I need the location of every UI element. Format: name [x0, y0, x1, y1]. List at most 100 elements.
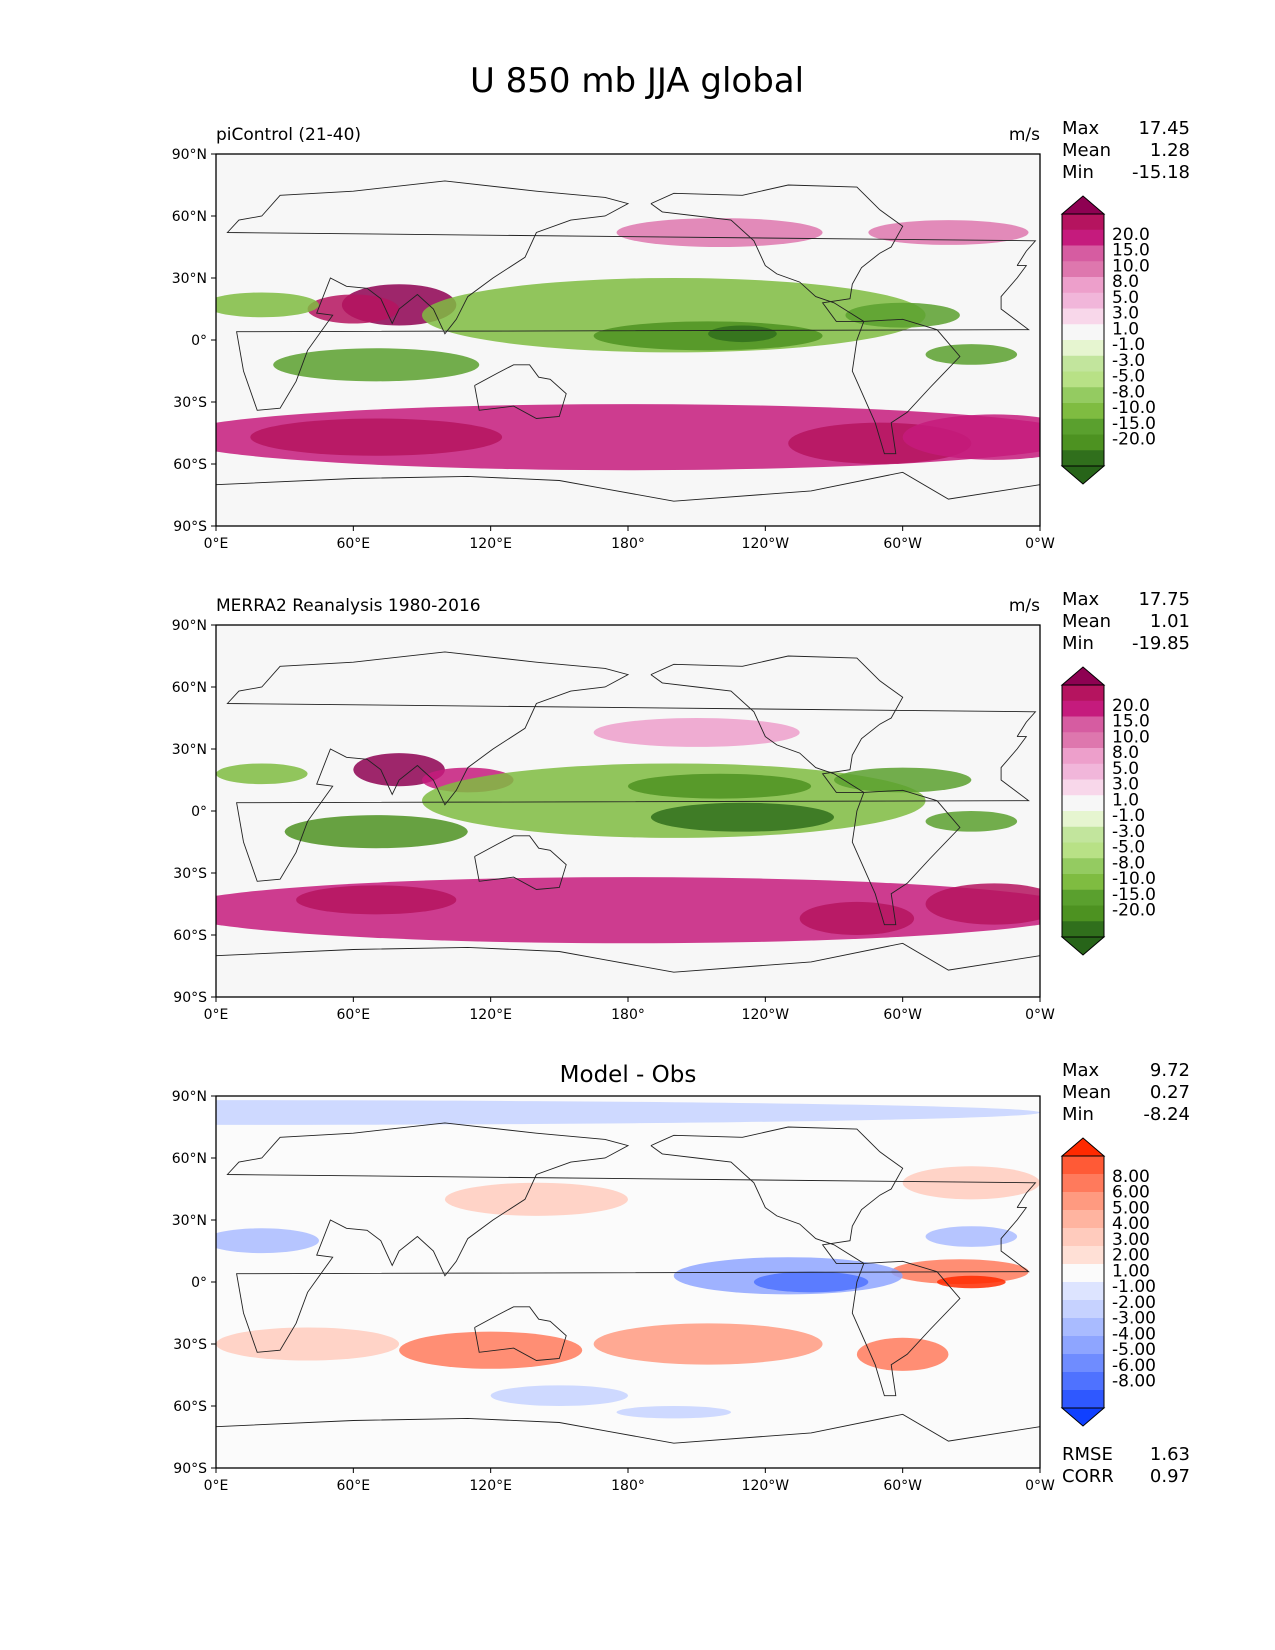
colorbar-band: [1062, 779, 1104, 796]
y-tick-label: 90°S: [173, 1461, 207, 1477]
y-tick-label: 60°S: [173, 457, 207, 473]
field-contour: [490, 1385, 628, 1406]
field-contour: [925, 1226, 1018, 1247]
panel-merra2: MERRA2 Reanalysis 1980-2016 m/s 0°E 60°E 1…: [172, 589, 1190, 1023]
colorbar: 20.015.010.08.05.03.01.0-1.0-3.0-5.0-8.0…: [1060, 666, 1156, 956]
colorbar-extend-max: [1060, 195, 1106, 215]
colorbar-band: [1062, 1264, 1104, 1283]
x-tick-label: 0°E: [204, 1007, 229, 1023]
colorbar-band: [1062, 763, 1104, 780]
y-tick-label: 30°N: [172, 742, 207, 758]
field-contour: [216, 763, 308, 785]
x-tick-label: 0°W: [1025, 1007, 1055, 1023]
colorbar-frame: [1061, 684, 1105, 938]
field-contour: [216, 1327, 400, 1361]
stat-value: 17.75: [1138, 589, 1190, 610]
colorbar-label: 1.0: [1112, 319, 1139, 339]
colorbar-band: [1062, 811, 1104, 828]
colorbar-band: [1062, 732, 1104, 749]
y-tick-label: 60°S: [173, 928, 207, 944]
colorbar-band: [1062, 371, 1104, 388]
colorbar-band: [1062, 245, 1104, 262]
colorbar-band: [1062, 1210, 1104, 1229]
panel-units: m/s: [1009, 596, 1040, 616]
field-contour: [856, 1337, 949, 1371]
coastline: [650, 184, 961, 455]
colorbar-frame: [1061, 213, 1105, 467]
coastline: [650, 1126, 961, 1397]
y-tick-label: 30°S: [173, 866, 207, 882]
colorbar-label: 3.0: [1112, 304, 1139, 324]
colorbar-band: [1062, 1174, 1104, 1193]
colorbar-label: 1.0: [1112, 790, 1139, 810]
colorbar-band: [1062, 1156, 1104, 1175]
field-contour: [925, 811, 1018, 832]
summary-value: 1.63: [1150, 1444, 1190, 1465]
colorbar-band: [1062, 795, 1104, 812]
colorbar-band: [1062, 434, 1104, 451]
colorbar-label: -15.0: [1112, 885, 1156, 905]
y-tick-label: 0°: [191, 333, 207, 349]
colorbar-band: [1062, 716, 1104, 733]
colorbar-extend-max: [1060, 1137, 1106, 1157]
colorbar-band: [1062, 874, 1104, 891]
colorbar-label: 6.00: [1112, 1183, 1150, 1203]
colorbar-band: [1062, 403, 1104, 420]
field-contour: [353, 753, 445, 787]
field-contour: [444, 1182, 628, 1216]
colorbar-label: -10.0: [1112, 869, 1156, 889]
colorbar-band: [1062, 277, 1104, 294]
colorbar-label: 3.0: [1112, 775, 1139, 795]
map-area: 0°E 60°E 120°E 180° 120°W 60°W 0°W 90°N 60°N 30°N…: [172, 1089, 1055, 1494]
colorbar-band: [1062, 292, 1104, 309]
colorbar-band: [1062, 355, 1104, 372]
y-tick-label: 60°N: [172, 1151, 207, 1167]
colorbar-label: 1.00: [1112, 1261, 1150, 1281]
panel-units: m/s: [1009, 125, 1040, 145]
field-contour: [593, 718, 800, 747]
field-contour: [902, 1166, 1040, 1200]
stat-value: 1.01: [1150, 611, 1190, 632]
y-tick-label: 30°S: [173, 395, 207, 411]
stat-label: Max: [1062, 1060, 1100, 1081]
field-contour: [925, 344, 1018, 365]
coastline: [216, 942, 1040, 973]
y-tick-label: 60°S: [173, 1399, 207, 1415]
x-tick-label: 180°: [611, 1478, 645, 1494]
coastline: [216, 471, 1040, 502]
field-layer: [216, 1096, 1040, 1468]
field-layer: [216, 625, 1040, 997]
panel-center-title: Model - Obs: [560, 1062, 697, 1088]
stat-value: 0.27: [1150, 1082, 1190, 1103]
field-contour: [216, 292, 319, 318]
stat-value: 1.28: [1150, 140, 1190, 161]
y-tick-label: 90°S: [173, 519, 207, 535]
colorbar-label: -1.0: [1112, 806, 1145, 826]
colorbar-band: [1062, 1318, 1104, 1337]
x-tick-label: 120°W: [742, 536, 790, 552]
colorbar-label: -10.0: [1112, 398, 1156, 418]
coastline: [474, 364, 567, 419]
stats-box: Max 9.72 Mean 0.27 Min -8.24: [1062, 1060, 1190, 1125]
colorbar-band: [1062, 858, 1104, 875]
colorbar-label: 2.00: [1112, 1246, 1150, 1266]
colorbar-band: [1062, 842, 1104, 859]
x-tick-label: 120°E: [469, 536, 512, 552]
stat-value: -15.18: [1132, 162, 1190, 183]
x-tick-label: 0°E: [204, 536, 229, 552]
x-tick-label: 180°: [611, 1007, 645, 1023]
stat-label: Mean: [1062, 1082, 1111, 1103]
colorbar-band: [1062, 748, 1104, 765]
y-tick-label: 60°N: [172, 209, 207, 225]
field-contour: [273, 348, 480, 382]
field-contour: [708, 325, 777, 343]
field-contour: [284, 815, 468, 849]
field-layer: [216, 154, 1040, 526]
x-tick-label: 60°E: [336, 1007, 370, 1023]
colorbar-label: -8.00: [1112, 1372, 1156, 1392]
colorbar-band: [1062, 308, 1104, 325]
colorbar-extend-max: [1060, 666, 1106, 686]
x-tick-label: 120°W: [742, 1007, 790, 1023]
field-contour: [628, 773, 812, 799]
coastline: [226, 1122, 1037, 1353]
